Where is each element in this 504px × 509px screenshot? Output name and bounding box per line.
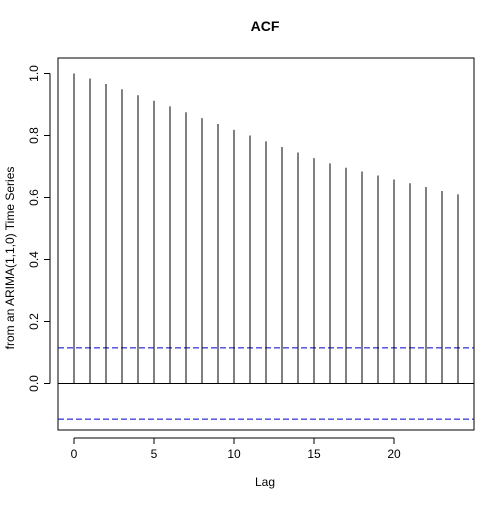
y-tick-label: 1.0	[27, 65, 41, 82]
chart-title: ACF	[251, 18, 280, 34]
x-tick-label: 0	[71, 447, 78, 461]
y-tick-label: 0.2	[27, 313, 41, 330]
y-axis-label: from an ARIMA(1,1,0) Time Series	[3, 167, 17, 350]
x-tick-label: 10	[227, 447, 241, 461]
y-tick-label: 0.8	[27, 127, 41, 144]
chart-marks: 0 5 10 15 20 0.0 0.2 0.4 0.6 0.8 1.0	[27, 65, 474, 461]
plot-frame	[57, 57, 475, 431]
y-tick-label: 0.4	[27, 251, 41, 268]
x-tick-label: 5	[151, 447, 158, 461]
y-tick-label: 0.6	[27, 189, 41, 206]
y-tick-label: 0.0	[27, 375, 41, 392]
x-axis-label: Lag	[255, 475, 275, 489]
x-tick-label: 15	[307, 447, 321, 461]
x-tick-label: 20	[387, 447, 401, 461]
